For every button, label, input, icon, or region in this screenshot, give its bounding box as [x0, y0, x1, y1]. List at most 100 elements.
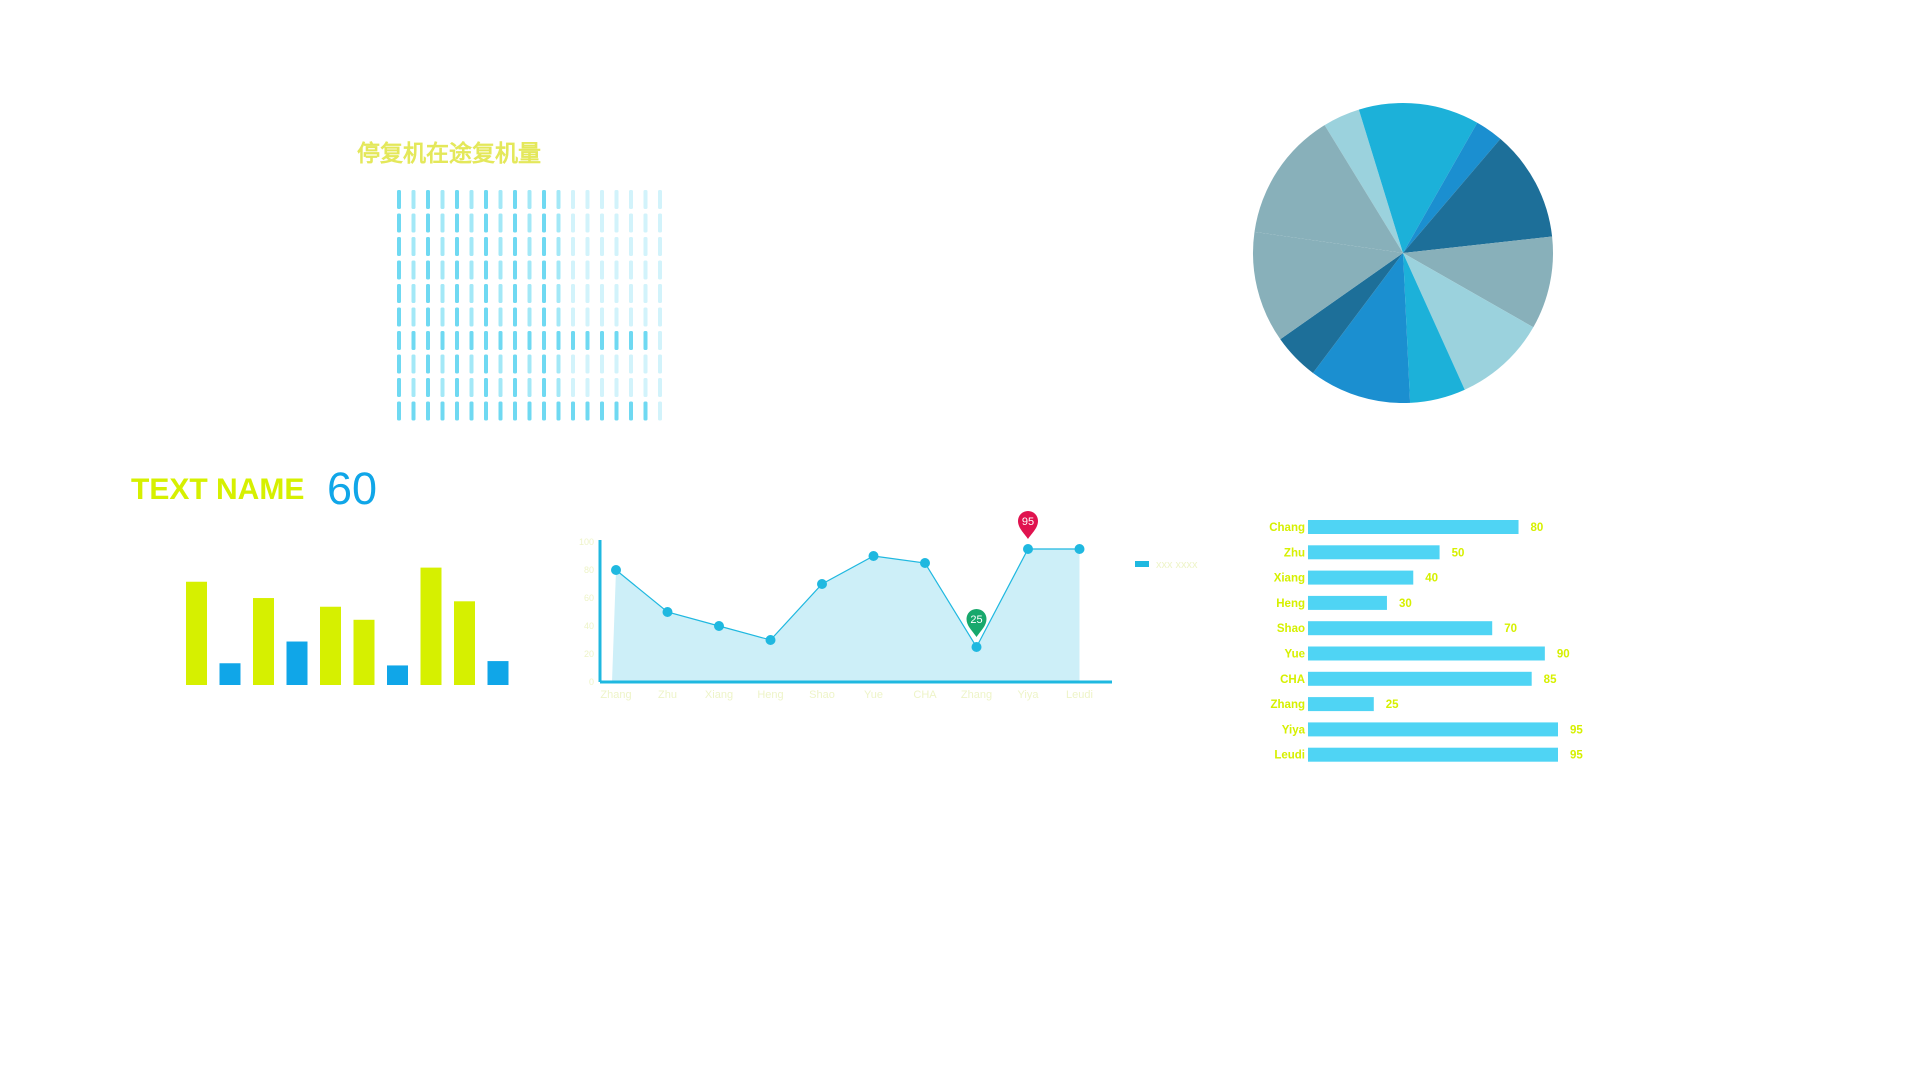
data-point	[1074, 544, 1085, 554]
grid-cell	[585, 284, 590, 303]
grid-cell	[571, 401, 575, 421]
grid-cell	[411, 378, 416, 397]
grid-cell	[498, 378, 503, 397]
hbar	[1308, 570, 1414, 585]
pie-slice	[1403, 138, 1553, 253]
grid-cell	[498, 354, 503, 374]
hbar-category-label: Xiang	[1274, 573, 1305, 585]
grid-cell	[411, 213, 416, 233]
hbar-value-label: 85	[1544, 674, 1557, 686]
hbar-category-label: Chang	[1269, 522, 1305, 534]
mini-bar	[219, 663, 241, 685]
grid-cell	[455, 378, 459, 397]
grid-cell	[658, 307, 662, 327]
grid-cell	[658, 401, 662, 421]
pie-slice	[1324, 109, 1403, 253]
grid-cell	[469, 260, 474, 280]
y-tick-label: 0	[589, 677, 594, 687]
grid-cell	[469, 284, 474, 303]
grid-cell	[571, 331, 575, 350]
grid-cell	[556, 284, 561, 303]
hbar-category-label: Shao	[1277, 623, 1305, 635]
data-point	[920, 558, 930, 568]
grid-cell	[585, 237, 590, 256]
grid-cell	[614, 237, 619, 256]
grid-cell	[440, 284, 445, 303]
grid-cell	[397, 190, 401, 209]
grid-cell	[585, 331, 590, 350]
dash-grid-chart	[397, 190, 662, 421]
mini-bar	[454, 601, 475, 685]
grid-cell	[527, 378, 532, 397]
pie-slice	[1358, 103, 1478, 253]
grid-cell	[455, 401, 459, 421]
hbar	[1308, 722, 1558, 737]
grid-cell	[527, 237, 532, 256]
grid-cell	[585, 213, 590, 233]
mini-bar	[487, 661, 509, 685]
data-point	[1023, 544, 1033, 554]
hbar-value-label: 40	[1425, 573, 1438, 585]
grid-cell	[455, 354, 459, 374]
grid-cell	[556, 237, 561, 256]
grid-cell	[571, 260, 575, 280]
pie-slice	[1403, 122, 1501, 253]
grid-cell	[629, 307, 633, 327]
data-point	[714, 621, 724, 631]
grid-cell	[556, 307, 561, 327]
grid-cell	[498, 401, 503, 421]
grid-cell	[440, 190, 445, 209]
grid-cell	[643, 260, 648, 280]
hbar	[1308, 621, 1493, 636]
grid-cell	[629, 284, 633, 303]
data-point	[868, 551, 879, 561]
grid-cell	[513, 401, 517, 421]
grid-cell	[614, 213, 619, 233]
grid-cell	[411, 284, 416, 303]
hbar-category-label: Yue	[1285, 649, 1305, 661]
grid-cell	[658, 354, 662, 374]
grid-cell	[513, 354, 517, 374]
grid-cell	[426, 260, 430, 280]
pie-slice	[1254, 125, 1403, 253]
hbar-value-label: 70	[1504, 623, 1517, 635]
grid-cell	[498, 307, 503, 327]
grid-cell	[527, 213, 532, 233]
pie-slice	[1312, 253, 1411, 403]
grid-cell	[484, 213, 488, 233]
x-tick-label: CHA	[913, 689, 937, 701]
grid-cell	[585, 354, 590, 374]
grid-cell	[513, 307, 517, 327]
grid-cell	[440, 307, 445, 327]
grid-cell	[556, 331, 561, 350]
hbar	[1308, 697, 1374, 712]
grid-cell	[542, 307, 546, 327]
grid-cell	[426, 190, 430, 209]
x-tick-label: Zhang	[961, 689, 992, 701]
hbar-category-label: Zhang	[1271, 699, 1306, 711]
pie-slice	[1403, 236, 1553, 328]
grid-cell	[629, 213, 633, 233]
x-tick-label: Heng	[757, 689, 783, 701]
grid-cell	[498, 260, 503, 280]
grid-cell	[614, 260, 619, 280]
grid-cell	[600, 213, 604, 233]
grid-cell	[527, 260, 532, 280]
grid-cell	[397, 331, 401, 350]
mini-bar	[320, 606, 341, 685]
grid-cell	[658, 190, 662, 209]
grid-cell	[513, 213, 517, 233]
grid-cell	[600, 284, 604, 303]
area-line-chart: 0 20 40 60 80 100 Zhang Zhu Xiang Heng Shao Yue CHA Z…	[579, 511, 1198, 701]
grid-cell	[600, 307, 604, 327]
grid-cell	[411, 331, 416, 350]
grid-cell	[629, 401, 633, 421]
grid-cell	[571, 213, 575, 233]
grid-cell	[469, 401, 474, 421]
grid-cell	[397, 307, 401, 327]
grid-cell	[614, 307, 619, 327]
grid-cell	[498, 237, 503, 256]
grid-cell	[455, 237, 459, 256]
grid-cell	[455, 307, 459, 327]
grid-cell	[440, 213, 445, 233]
